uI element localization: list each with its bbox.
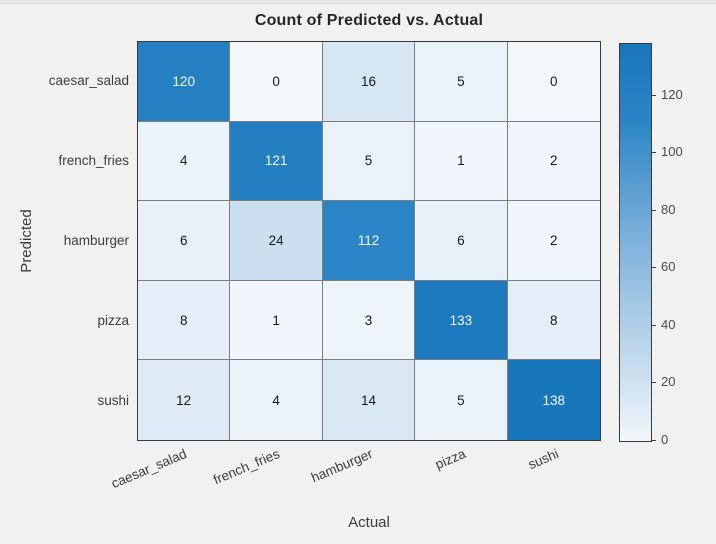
colorbar-tick: [651, 94, 656, 96]
y-tick-label: hamburger: [63, 233, 129, 248]
colorbar-tick-label: 0: [661, 432, 669, 447]
heatmap-cell: 4: [230, 360, 323, 440]
heatmap-cell: 121: [230, 121, 323, 202]
heatmap-cell: 138: [507, 360, 600, 440]
heatmap-cell: 4: [138, 121, 231, 202]
y-tick-label: sushi: [97, 393, 129, 408]
heatmap-cell: 0: [507, 42, 600, 122]
colorbar-tick: [651, 152, 656, 154]
heatmap-cell: 2: [507, 121, 600, 202]
colorbar-tick-label: 80: [661, 201, 676, 217]
heatmap-cell: 6: [138, 201, 231, 281]
colorbar: [619, 43, 652, 442]
heatmap-cell: 3: [322, 280, 416, 361]
heatmap-cell: 120: [138, 42, 231, 122]
heatmap-cell: 6: [415, 201, 508, 281]
colorbar-tick-label: 20: [661, 374, 676, 390]
heatmap-cell: 2: [507, 201, 600, 281]
colorbar-tick-label: 60: [661, 259, 676, 275]
heatmap-cell: 24: [230, 201, 323, 281]
heatmap-cell: 112: [322, 201, 416, 281]
colorbar-tick-label: 100: [661, 144, 683, 160]
heatmap-cell: 5: [415, 360, 508, 440]
y-tick-label: french_fries: [58, 153, 129, 168]
heatmap-cell: 12: [138, 360, 231, 440]
colorbar-tick: [651, 440, 656, 441]
heatmap-cell: 1: [415, 121, 508, 202]
heatmap-cell: 16: [322, 42, 416, 122]
heatmap-cell: 0: [230, 42, 323, 122]
heatmap-cell: 1: [230, 280, 323, 361]
y-tick-label: caesar_salad: [48, 73, 129, 88]
heatmap-cell: 5: [415, 42, 508, 122]
window-top-edge: [0, 0, 716, 4]
heatmap-cell: 14: [322, 360, 416, 440]
heatmap-cell: 133: [415, 280, 508, 361]
colorbar-tick: [651, 382, 656, 384]
colorbar-tick: [651, 324, 656, 326]
y-tick-label: pizza: [97, 313, 129, 328]
x-axis-title: Actual: [348, 514, 390, 531]
y-axis-title: Predicted: [18, 209, 35, 273]
heatmap-cell: 5: [322, 121, 416, 202]
colorbar-tick: [651, 267, 656, 269]
colorbar-tick-label: 40: [661, 316, 676, 332]
heatmap-grid: 120 0 16 5 0 4 121 5 1 2 6 24 112 6 2 8 1 3 133 8 12 4 14 5 138: [137, 41, 601, 441]
heatmap-cell: 8: [507, 280, 600, 361]
chart-title: Count of Predicted vs. Actual: [254, 12, 484, 29]
heatmap-cell: 8: [138, 280, 231, 361]
colorbar-tick-label: 120: [661, 86, 683, 102]
colorbar-tick: [651, 209, 656, 211]
